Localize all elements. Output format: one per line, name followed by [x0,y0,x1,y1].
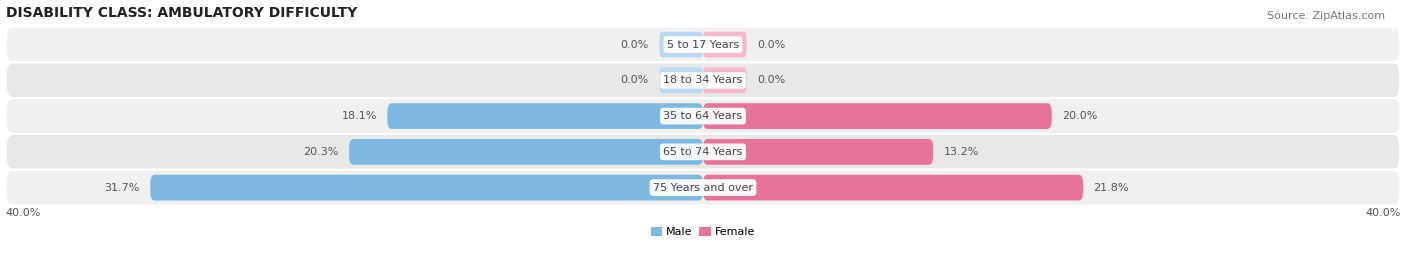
FancyBboxPatch shape [6,170,1400,206]
FancyBboxPatch shape [6,98,1400,134]
Text: 21.8%: 21.8% [1094,183,1129,193]
Text: 75 Years and over: 75 Years and over [652,183,754,193]
FancyBboxPatch shape [6,62,1400,98]
FancyBboxPatch shape [703,103,1052,129]
FancyBboxPatch shape [703,175,1083,200]
Text: 18.1%: 18.1% [342,111,377,121]
FancyBboxPatch shape [659,32,703,58]
Text: 0.0%: 0.0% [620,40,650,49]
Text: 0.0%: 0.0% [620,75,650,85]
Legend: Male, Female: Male, Female [647,222,759,242]
Text: 0.0%: 0.0% [756,75,786,85]
Text: Source: ZipAtlas.com: Source: ZipAtlas.com [1267,11,1385,21]
FancyBboxPatch shape [703,32,747,58]
Text: 20.3%: 20.3% [304,147,339,157]
Text: 31.7%: 31.7% [104,183,139,193]
Text: 40.0%: 40.0% [6,208,41,218]
FancyBboxPatch shape [703,68,747,93]
FancyBboxPatch shape [6,134,1400,170]
FancyBboxPatch shape [388,103,703,129]
Text: 65 to 74 Years: 65 to 74 Years [664,147,742,157]
FancyBboxPatch shape [659,68,703,93]
FancyBboxPatch shape [349,139,703,165]
Text: 35 to 64 Years: 35 to 64 Years [664,111,742,121]
Text: 40.0%: 40.0% [1365,208,1400,218]
Text: 18 to 34 Years: 18 to 34 Years [664,75,742,85]
Text: DISABILITY CLASS: AMBULATORY DIFFICULTY: DISABILITY CLASS: AMBULATORY DIFFICULTY [6,6,357,20]
FancyBboxPatch shape [6,27,1400,62]
Text: 20.0%: 20.0% [1062,111,1098,121]
Text: 5 to 17 Years: 5 to 17 Years [666,40,740,49]
FancyBboxPatch shape [150,175,703,200]
Text: 0.0%: 0.0% [756,40,786,49]
FancyBboxPatch shape [703,139,934,165]
Text: 13.2%: 13.2% [943,147,979,157]
